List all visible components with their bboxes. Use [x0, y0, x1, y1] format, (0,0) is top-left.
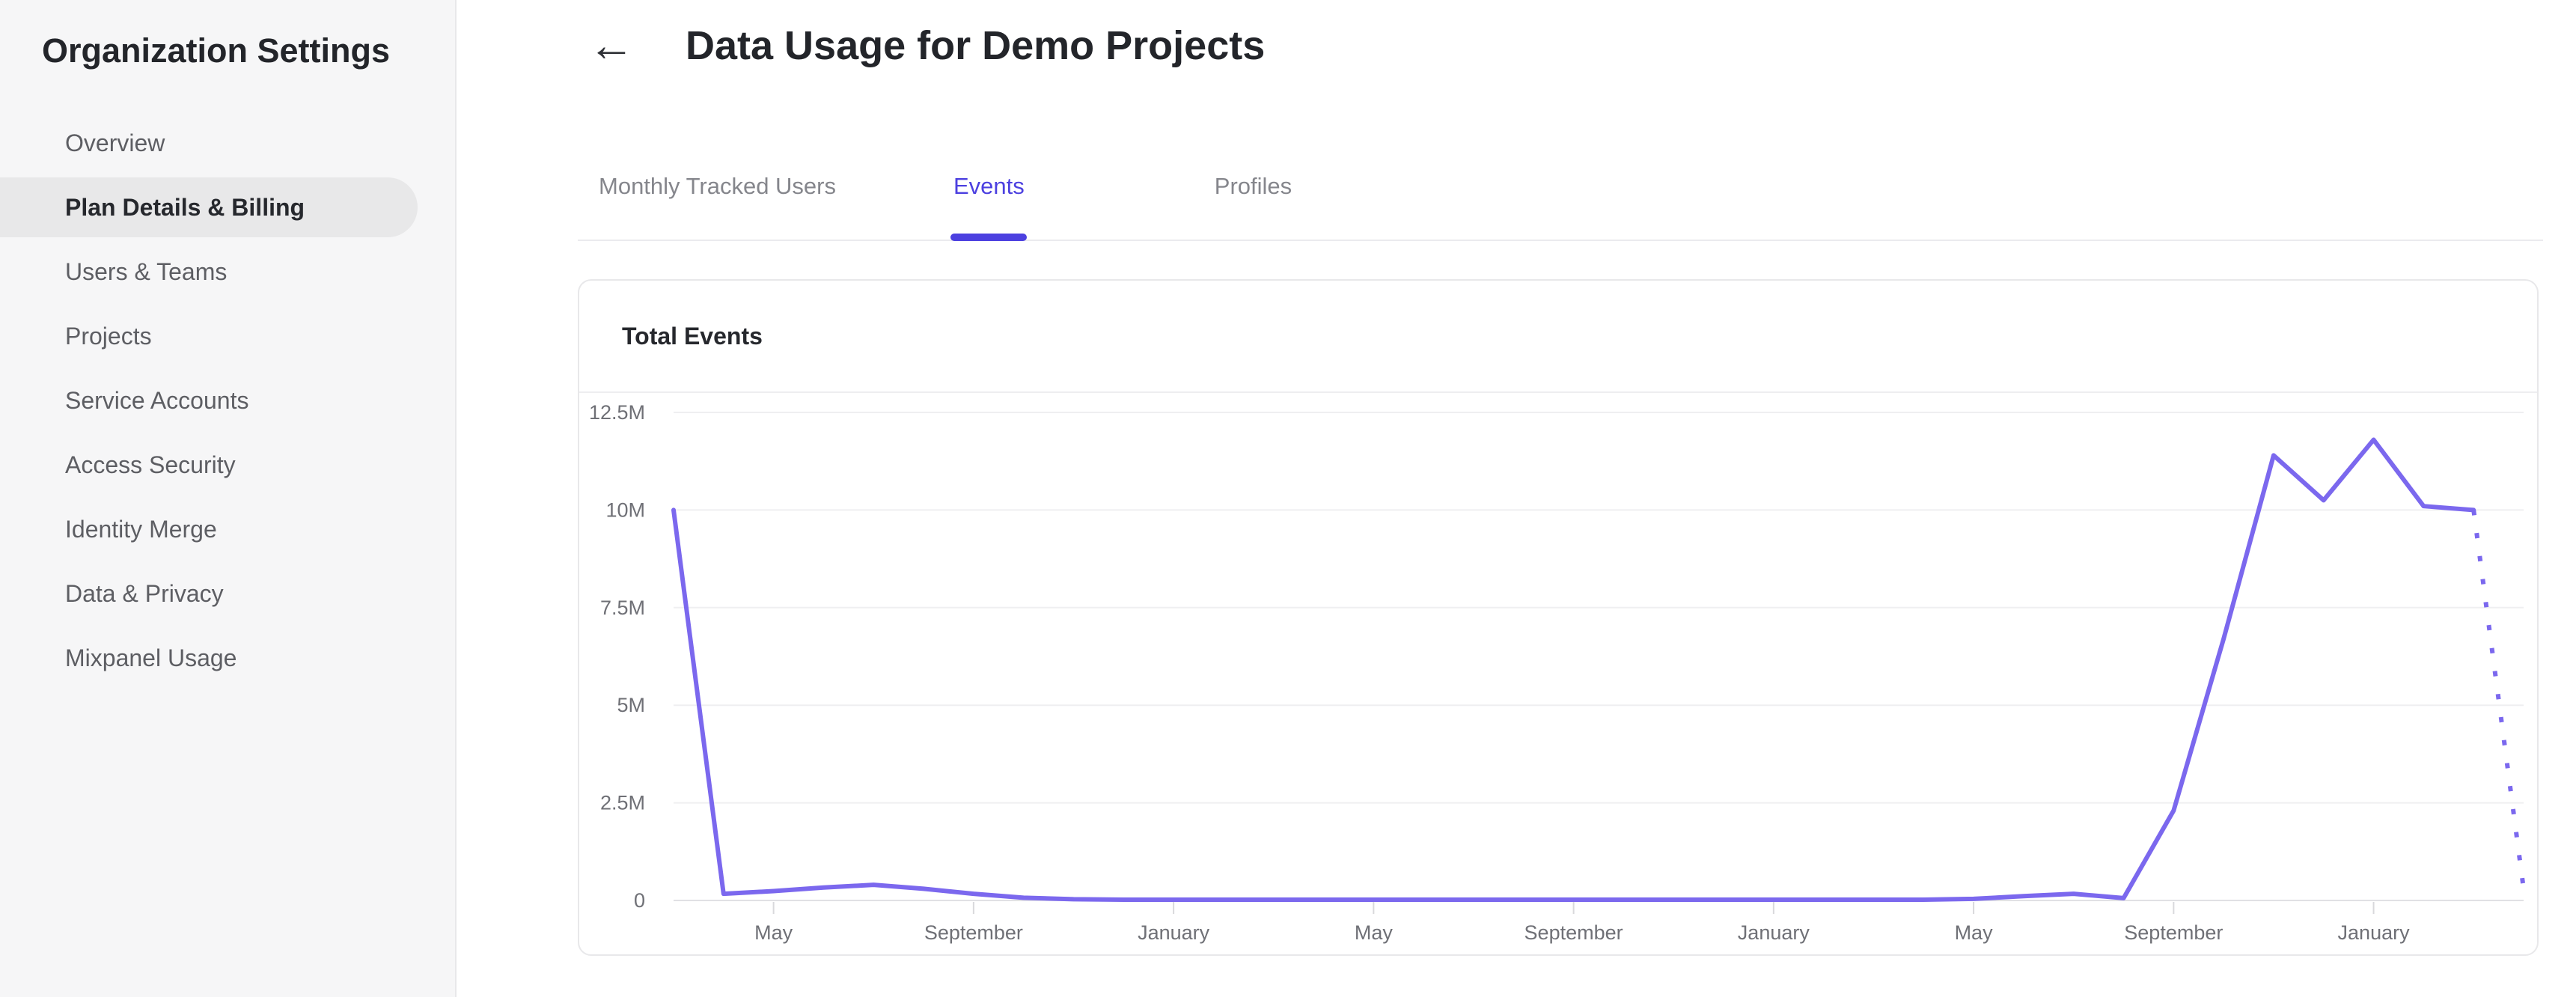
- sidebar-title: Organization Settings: [42, 31, 391, 70]
- total-events-line-chart[interactable]: 12.5M 10M 7.5M 5M 2.5M 0 May September January Ma…: [579, 393, 2537, 954]
- sidebar: Organization Settings Overview Plan Detai…: [0, 0, 457, 997]
- tab-label: Profiles: [1214, 173, 1292, 199]
- sidebar-nav: Overview Plan Details & Billing Users & Te…: [0, 111, 455, 690]
- sidebar-item-label: Service Accounts: [65, 386, 249, 414]
- x-axis-label: January: [2338, 921, 2411, 944]
- y-axis-label: 10M: [605, 498, 645, 521]
- sidebar-item-mixpanel-usage[interactable]: Mixpanel Usage: [0, 626, 455, 690]
- page-title: Data Usage for Demo Projects: [686, 23, 1266, 68]
- sidebar-item-data-privacy[interactable]: Data & Privacy: [0, 561, 455, 626]
- x-axis-label: September: [1524, 921, 1623, 944]
- sidebar-item-label: Projects: [65, 322, 152, 350]
- tab-profiles[interactable]: Profiles: [1215, 133, 1292, 240]
- x-axis-label: May: [1355, 921, 1394, 944]
- sidebar-item-overview[interactable]: Overview: [0, 111, 455, 175]
- x-axis-label: September: [2124, 921, 2223, 944]
- sidebar-item-access-security[interactable]: Access Security: [0, 433, 455, 497]
- sidebar-item-label: Overview: [65, 129, 165, 156]
- total-events-card: Total Events 12.5M 10M 7.5M 5M 2.5M 0 May Septe…: [578, 279, 2539, 956]
- sidebar-item-label: Users & Teams: [65, 257, 228, 285]
- sidebar-item-identity-merge[interactable]: Identity Merge: [0, 497, 455, 561]
- x-axis-label: January: [1138, 921, 1210, 944]
- x-axis-label: September: [924, 921, 1023, 944]
- sidebar-item-label: Access Security: [65, 451, 236, 478]
- x-axis-label: May: [1955, 921, 1994, 944]
- sidebar-item-projects[interactable]: Projects: [0, 304, 455, 368]
- y-axis-label: 12.5M: [589, 401, 645, 424]
- y-axis-label: 5M: [617, 694, 645, 716]
- sidebar-item-label: Plan Details & Billing: [65, 193, 305, 221]
- sidebar-item-label: Data & Privacy: [65, 579, 224, 607]
- sidebar-item-plan-details-billing[interactable]: Plan Details & Billing: [0, 175, 455, 240]
- sidebar-item-service-accounts[interactable]: Service Accounts: [0, 368, 455, 433]
- y-axis-label: 2.5M: [600, 792, 645, 814]
- sidebar-item-users-teams[interactable]: Users & Teams: [0, 240, 455, 304]
- x-axis-label: May: [754, 921, 793, 944]
- tab-bar: Monthly Tracked Users Events Profiles: [578, 133, 2543, 241]
- tab-label: Monthly Tracked Users: [599, 173, 836, 199]
- chart-title: Total Events: [622, 322, 763, 350]
- chart-area: 12.5M 10M 7.5M 5M 2.5M 0 May September January Ma…: [579, 393, 2537, 954]
- tab-monthly-tracked-users[interactable]: Monthly Tracked Users: [599, 133, 836, 240]
- card-header: Total Events: [579, 281, 2537, 393]
- tab-events[interactable]: Events: [950, 133, 1028, 241]
- y-axis-label: 7.5M: [600, 597, 645, 619]
- y-axis-label: 0: [634, 889, 645, 912]
- back-button[interactable]: ←: [588, 19, 635, 71]
- x-axis-label: January: [1738, 921, 1810, 944]
- sidebar-item-label: Identity Merge: [65, 515, 217, 543]
- events-line-projected[interactable]: [2471, 510, 2526, 889]
- tab-label: Events: [953, 173, 1025, 199]
- events-line[interactable]: [671, 437, 2476, 902]
- sidebar-item-label: Mixpanel Usage: [65, 644, 237, 671]
- active-tab-underline: [950, 234, 1028, 241]
